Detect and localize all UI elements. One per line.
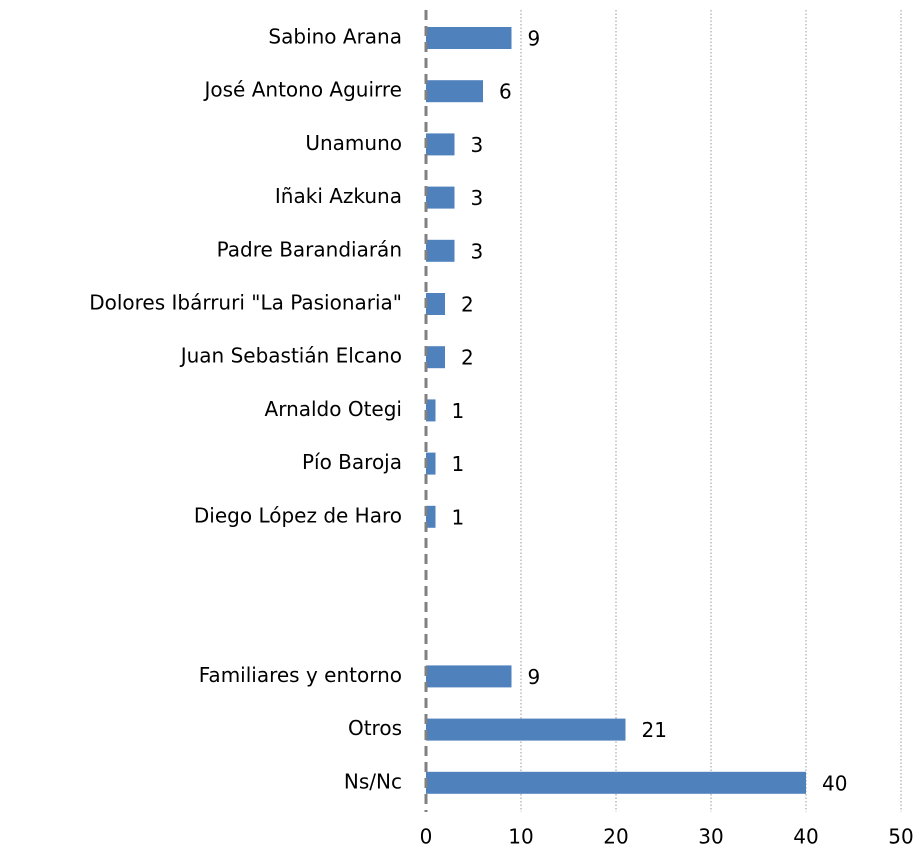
data-label: 6	[499, 80, 512, 104]
x-tick-label: 30	[698, 825, 723, 849]
data-label: 40	[822, 771, 847, 795]
y-tick-label: Unamuno	[305, 131, 402, 155]
y-tick-label: Sabino Arana	[268, 25, 402, 49]
x-tick-label: 40	[793, 825, 818, 849]
y-tick-label: Iñaki Azkuna	[275, 184, 402, 208]
y-tick-label: José Antono Aguirre	[203, 78, 403, 102]
x-tick-label: 50	[888, 825, 913, 849]
x-tick-label: 10	[508, 825, 533, 849]
bar	[426, 186, 455, 209]
y-tick-label: Padre Barandiarán	[217, 237, 402, 261]
bar	[426, 293, 445, 315]
data-label: 3	[471, 239, 484, 263]
data-label: 9	[528, 665, 541, 689]
y-tick-label: Dolores Ibárruri "La Pasionaria"	[89, 291, 402, 315]
data-label: 2	[461, 346, 474, 370]
bar	[426, 665, 512, 688]
bar	[426, 452, 436, 475]
bar	[426, 505, 436, 528]
data-label: 9	[528, 27, 541, 51]
data-label: 2	[461, 293, 474, 317]
data-label: 1	[452, 399, 465, 423]
data-label: 1	[452, 452, 465, 476]
y-tick-label: Juan Sebastián Elcano	[179, 344, 402, 368]
y-tick-label: Otros	[348, 716, 402, 740]
data-label: 1	[452, 505, 465, 529]
bar	[426, 133, 455, 156]
x-tick-label: 0	[420, 825, 433, 849]
data-label: 3	[471, 133, 484, 157]
y-tick-label: Ns/Nc	[344, 769, 402, 793]
y-tick-label: Diego López de Haro	[194, 503, 402, 527]
y-tick-label: Familiares y entorno	[199, 663, 402, 687]
bar	[426, 27, 512, 49]
y-tick-label: Arnaldo Otegi	[265, 397, 402, 421]
bar	[426, 771, 806, 794]
data-label: 21	[642, 718, 667, 742]
y-tick-label: Pío Baroja	[302, 450, 402, 474]
bar	[426, 399, 436, 422]
bar	[426, 718, 626, 741]
data-label: 3	[471, 186, 484, 210]
bar	[426, 239, 455, 262]
x-tick-label: 20	[603, 825, 628, 849]
bar	[426, 80, 483, 103]
bar	[426, 346, 445, 369]
